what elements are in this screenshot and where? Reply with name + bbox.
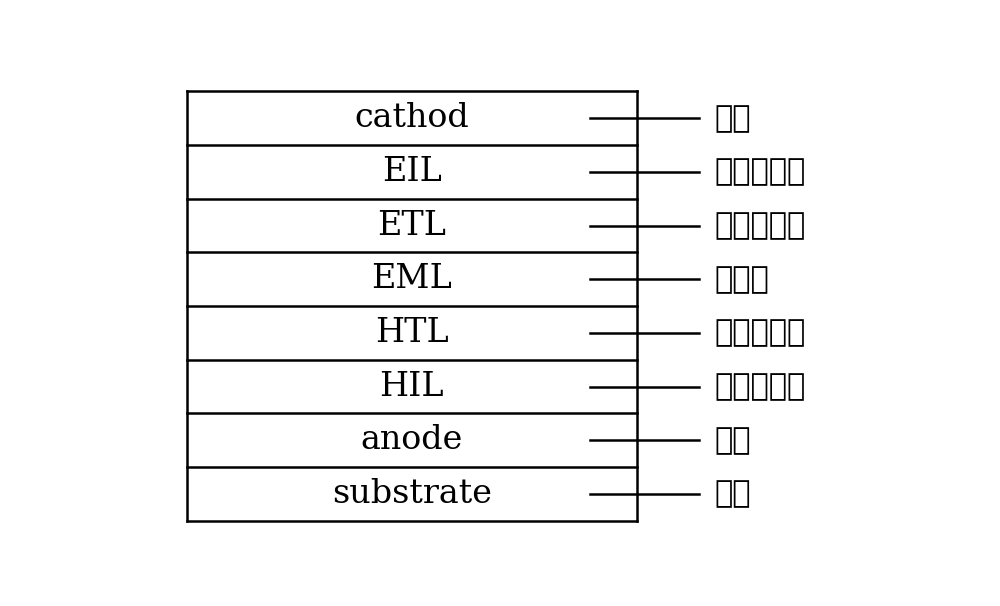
Text: 发光层: 发光层 <box>714 265 769 294</box>
Text: HIL: HIL <box>380 370 444 402</box>
Text: HTL: HTL <box>375 317 449 349</box>
Text: cathod: cathod <box>354 102 469 134</box>
Text: 阳极: 阳极 <box>714 425 750 454</box>
Text: 空穴注入层: 空穴注入层 <box>714 372 805 401</box>
Text: 电子注入层: 电子注入层 <box>714 158 805 187</box>
Text: EIL: EIL <box>382 156 442 188</box>
Text: anode: anode <box>361 424 463 456</box>
Text: ETL: ETL <box>377 210 446 242</box>
Text: substrate: substrate <box>332 478 492 510</box>
Text: 阴极: 阴极 <box>714 104 750 133</box>
Text: 空穴传输层: 空穴传输层 <box>714 318 805 347</box>
Text: EML: EML <box>371 263 452 295</box>
Text: 衬底: 衬底 <box>714 479 750 508</box>
Text: 电子传输层: 电子传输层 <box>714 211 805 240</box>
